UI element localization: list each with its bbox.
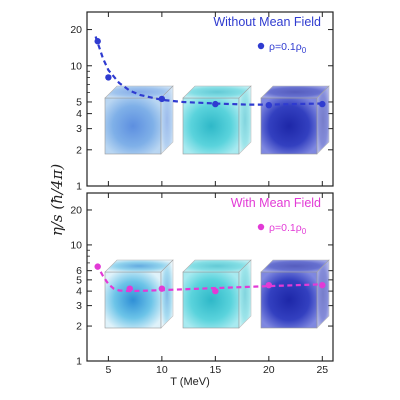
x-tick-label: 10 [156, 364, 168, 376]
y-tick-label: 4 [76, 286, 82, 298]
y-tick-label: 4 [76, 108, 82, 120]
y-tick-label: 2 [76, 144, 82, 156]
cube-front-face [182, 97, 240, 155]
y-tick-label: 1 [76, 356, 82, 368]
inset-cube [182, 85, 252, 155]
data-point [319, 281, 326, 289]
axes-frame [86, 192, 334, 362]
inset-cube [104, 259, 174, 329]
data-point [212, 100, 219, 108]
cube-side-face [316, 259, 330, 329]
axes-frame [86, 11, 334, 187]
legend-label: ρ=0.1ρ0 [269, 222, 307, 236]
data-point [212, 287, 219, 295]
panel-without-mean-field: 1 2 3 45 10 20 Without Mean Field ρ=0.1ρ0 [70, 11, 334, 193]
cube-front-face [104, 97, 162, 155]
cube-front-face [182, 271, 240, 329]
x-axis-label: T (MeV) [170, 376, 210, 388]
y-tick-label: 20 [70, 24, 82, 36]
data-point [105, 74, 112, 81]
inset-cube [260, 85, 330, 155]
cube-side-face [160, 259, 174, 329]
y-tick-label: 20 [70, 204, 82, 216]
y-tick-label: 3 [76, 300, 82, 312]
x-tick-label: 15 [210, 364, 222, 376]
cube-side-face [238, 85, 252, 155]
cube-side-face [238, 259, 252, 329]
y-axis-label: η/s (ħ/4π) [48, 164, 66, 236]
x-tick-label: 20 [263, 364, 275, 376]
y-tick-label: 5 [76, 96, 82, 108]
cube-side-face [316, 85, 330, 155]
data-point [94, 263, 101, 270]
legend-marker [257, 42, 265, 50]
data-point [158, 95, 166, 103]
data-point [265, 281, 273, 289]
cube-front-face [104, 271, 162, 329]
y-tick-label: 1 [76, 181, 82, 193]
panel-title: Without Mean Field [213, 15, 321, 29]
fit-line [94, 36, 323, 106]
data-point [158, 285, 166, 292]
y-tick-label: 10 [70, 239, 82, 251]
data-point [265, 101, 273, 109]
x-tick-label: 5 [105, 364, 111, 376]
cube-front-face [260, 271, 318, 329]
legend-label-subscript: 0 [302, 227, 307, 236]
data-point [94, 38, 101, 45]
y-tick-label: 3 [76, 123, 82, 135]
y-tick-label: 10 [70, 60, 82, 72]
data-point [126, 285, 133, 292]
inset-cube [182, 259, 252, 329]
inset-cube [260, 259, 330, 329]
x-tick-label: 25 [316, 364, 328, 376]
data-point [319, 100, 326, 108]
legend-label-subscript: 0 [302, 46, 307, 55]
inset-cube [104, 85, 174, 155]
y-tick-label: 5 [76, 274, 82, 286]
fit-line [95, 263, 323, 293]
panel-title: With Mean Field [231, 196, 321, 210]
legend-label: ρ=0.1ρ0 [269, 41, 307, 55]
cube-side-face [160, 85, 174, 155]
y-tick-label: 2 [76, 321, 82, 333]
legend-marker [257, 223, 265, 231]
y-tick-label: 6 [76, 265, 82, 277]
